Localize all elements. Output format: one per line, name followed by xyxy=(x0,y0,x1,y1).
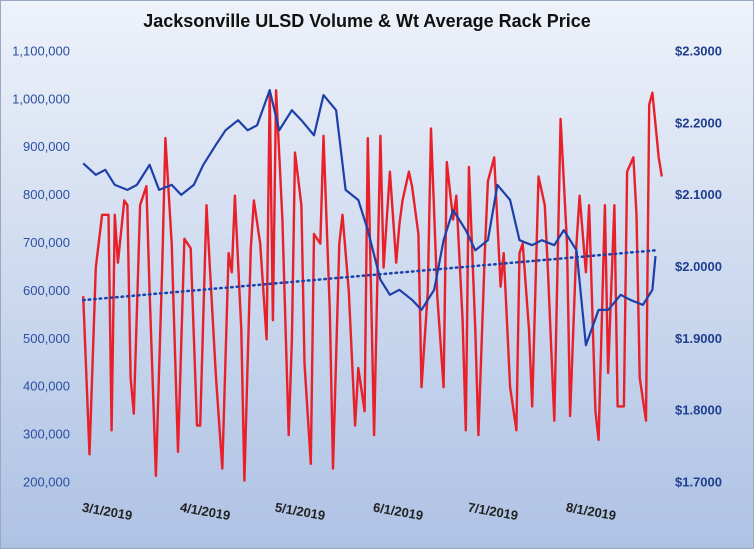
y2-tick-label: $2.1000 xyxy=(675,187,722,202)
y-tick-label: 600,000 xyxy=(23,283,70,298)
y-tick-label: 1,100,000 xyxy=(12,43,70,58)
y-tick-label: 300,000 xyxy=(23,427,70,442)
y2-tick-label: $2.2000 xyxy=(675,115,722,130)
y-tick-label: 1,000,000 xyxy=(12,91,70,106)
y-tick-label: 700,000 xyxy=(23,235,70,250)
chart-title: Jacksonville ULSD Volume & Wt Average Ra… xyxy=(143,11,591,31)
y2-tick-label: $1.8000 xyxy=(675,403,722,418)
price-line xyxy=(82,89,657,347)
trend-line xyxy=(81,249,657,302)
y-tick-label: 800,000 xyxy=(23,187,70,202)
volume-line xyxy=(82,89,663,482)
y-tick-label: 500,000 xyxy=(23,331,70,346)
y-tick-label: 200,000 xyxy=(23,474,70,489)
y2-tick-label: $2.3000 xyxy=(675,43,722,58)
y2-tick-label: $1.9000 xyxy=(675,331,722,346)
y-tick-label: 900,000 xyxy=(23,139,70,154)
y2-tick-label: $2.0000 xyxy=(675,259,722,274)
y2-tick-label: $1.7000 xyxy=(675,474,722,489)
y-tick-label: 400,000 xyxy=(23,379,70,394)
